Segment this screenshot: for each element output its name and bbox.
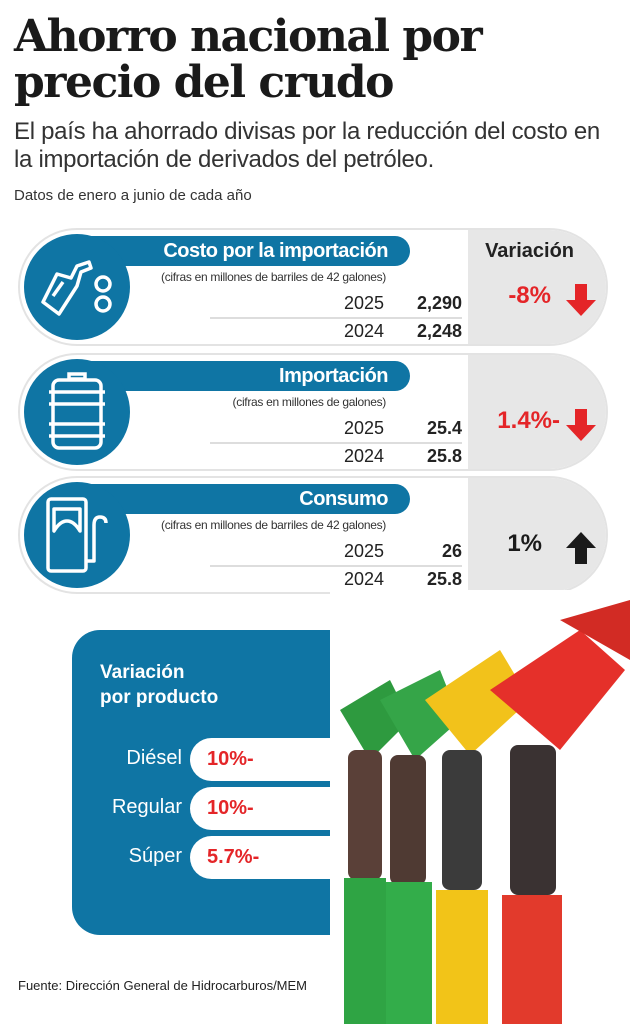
data-row-2024: 2024 2,248 [210, 321, 462, 344]
card-title: Costo por la importación [80, 236, 410, 266]
card-title: Importación [80, 361, 410, 391]
data-row-2025: 2025 26 [210, 541, 462, 567]
data-row-2024: 2024 25.8 [210, 446, 462, 469]
date-note: Datos de enero a junio de cada año [14, 187, 252, 204]
year: 2025 [343, 418, 384, 438]
product-name: Regular [111, 796, 182, 818]
panel-title: Variación por producto [100, 660, 218, 710]
year: 2025 [343, 541, 384, 561]
fuel-nozzle-icon [24, 234, 130, 340]
value: 25.8 [426, 569, 462, 589]
year: 2024 [343, 569, 384, 589]
product-value: 10%- [207, 748, 254, 770]
variation-header: Variación [485, 240, 574, 262]
data-row-2025: 2025 25.4 [210, 418, 462, 444]
green-nozzle-2 [380, 670, 460, 1024]
variation-value: -8% [508, 282, 551, 309]
panel-title-line-2: por producto [100, 687, 219, 708]
card-costo-importacion: Variación Costo por la importación (cifr… [18, 228, 608, 346]
barrel-icon [24, 359, 130, 465]
card-consumo: Consumo (cifras en millones de barriles … [18, 476, 608, 594]
product-value: 5.7%- [207, 846, 260, 868]
arrow-down-icon [566, 284, 596, 316]
fuel-pump-icon [24, 482, 130, 588]
unit-label: (cifras en millones de barriles de 42 ga… [161, 270, 386, 284]
product-name: Diésel [126, 747, 182, 769]
title-line-1: Ahorro nacional por [14, 11, 483, 62]
year: 2024 [343, 446, 384, 466]
arrow-up-icon [566, 532, 596, 564]
unit-label: (cifras en millones de galones) [232, 395, 387, 409]
value: 25.4 [426, 418, 462, 438]
variation-value: 1.4%- [497, 407, 560, 434]
year: 2025 [343, 293, 384, 313]
yellow-nozzle [425, 650, 530, 1024]
red-nozzle [490, 600, 630, 1024]
subtitle: El país ha ahorrado divisas por la reduc… [14, 118, 600, 173]
value: 2,248 [416, 321, 462, 341]
value: 25.8 [426, 446, 462, 466]
card-importacion: Importación (cifras en millones de galon… [18, 353, 608, 471]
page-title: Ahorro nacional por precio del crudo [14, 11, 483, 108]
source-note: Fuente: Dirección General de Hidrocarbur… [18, 978, 308, 993]
variation-value: 1% [507, 530, 542, 557]
data-row-2025: 2025 2,290 [210, 293, 462, 319]
value: 2,290 [416, 293, 462, 313]
panel-title-line-1: Variación [100, 662, 185, 683]
green-nozzle-1 [340, 680, 410, 1024]
data-row-2024: 2024 25.8 [210, 569, 462, 592]
product-value: 10%- [207, 797, 254, 819]
product-name: Súper [128, 845, 182, 867]
year: 2024 [343, 321, 384, 341]
fuel-nozzles-image [330, 590, 630, 1024]
card-title: Consumo [80, 484, 410, 514]
unit-label: (cifras en millones de barriles de 42 ga… [161, 518, 386, 532]
arrow-down-icon [566, 409, 596, 441]
title-line-2: precio del crudo [14, 57, 394, 108]
value: 26 [441, 541, 462, 561]
